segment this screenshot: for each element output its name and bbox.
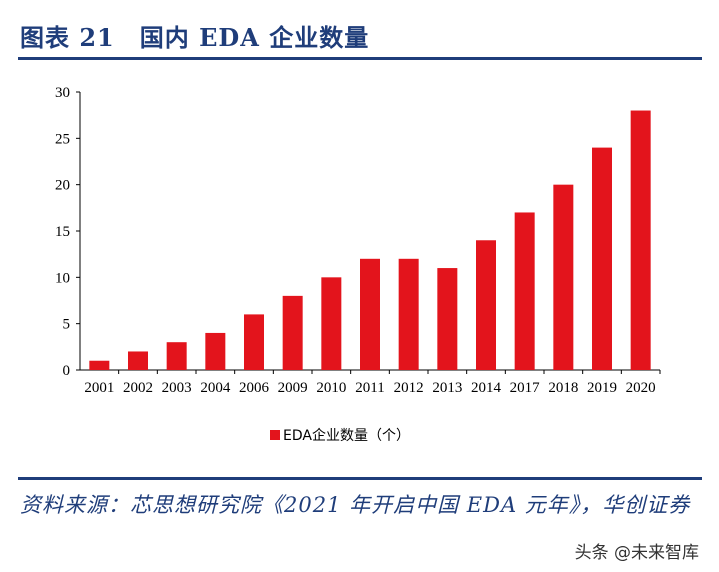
bar-2012: [398, 258, 419, 370]
source-note: 资料来源：芯思想研究院《2021 年开启中国 EDA 元年》，华创证券: [20, 493, 691, 517]
bar-2009: [282, 295, 303, 370]
bar-2010: [321, 277, 342, 370]
y-tick-label: 15: [55, 224, 70, 240]
y-tick-label: 10: [55, 270, 70, 286]
bar-2017: [514, 212, 535, 370]
bar-2013: [437, 268, 458, 370]
x-tick-label: 2019: [587, 380, 617, 396]
x-tick-label: 2012: [394, 380, 424, 396]
bar-2002: [128, 351, 148, 370]
x-tick-label: 2004: [200, 380, 231, 396]
x-tick-label: 2003: [162, 380, 192, 396]
y-tick-label: 20: [55, 178, 70, 194]
x-tick-label: 2017: [510, 380, 541, 396]
x-tick-label: 2002: [123, 380, 153, 396]
watermark: 头条 @未来智库: [574, 543, 699, 563]
bar-2020: [630, 110, 651, 371]
legend-label: EDA企业数量（个）: [283, 427, 410, 444]
x-tick-label: 2013: [432, 380, 462, 396]
title-divider: [18, 57, 702, 60]
x-tick-label: 2009: [278, 380, 308, 396]
x-tick-label: 2011: [355, 380, 384, 396]
x-tick-label: 2006: [239, 380, 270, 396]
bar-2019: [592, 147, 612, 370]
x-tick-label: 2018: [548, 380, 578, 396]
bar-2014: [476, 240, 496, 370]
x-tick-label: 2014: [471, 380, 502, 396]
bar-2006: [244, 314, 264, 370]
bar-chart: 0 5 10 15 20 25 30 2001 2002 2003 2004 2006 2009 2010…: [55, 85, 661, 444]
bar-2018: [553, 184, 574, 370]
bar-2011: [360, 258, 380, 370]
y-tick-label: 5: [63, 317, 71, 333]
y-tick-label: 0: [63, 363, 71, 379]
x-tick-label: 2001: [84, 380, 114, 396]
footer-divider: [18, 477, 702, 480]
y-tick-label: 30: [55, 85, 70, 101]
bar-2001: [89, 360, 110, 370]
bar-2004: [205, 332, 226, 370]
figure-title: 图表 21 国内 EDA 企业数量: [20, 23, 370, 52]
legend-swatch: [270, 430, 280, 440]
x-tick-label: 2020: [626, 380, 656, 396]
x-tick-label: 2010: [316, 380, 346, 396]
bar-2003: [166, 342, 187, 370]
y-tick-label: 25: [55, 131, 70, 147]
